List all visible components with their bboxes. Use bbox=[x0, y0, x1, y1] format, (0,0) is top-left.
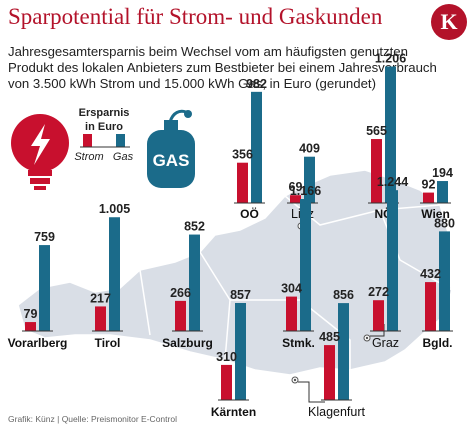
bar-gas bbox=[338, 303, 349, 400]
value-label-strom: 69 bbox=[289, 180, 303, 194]
value-label-gas: 880 bbox=[434, 216, 455, 230]
category-label: Graz bbox=[372, 336, 399, 350]
bar-gas bbox=[235, 302, 246, 400]
bar-strom bbox=[95, 306, 106, 331]
bar-group: 485 856 Klagenfurt bbox=[308, 288, 366, 419]
page-title: Sparpotential für Strom- und Gaskunden bbox=[8, 4, 383, 29]
bar-group: 356 982 OÖ bbox=[232, 77, 267, 221]
bar-group: 304 1.166 Stmk. bbox=[281, 184, 321, 350]
bar-strom bbox=[373, 300, 384, 331]
bar-gas bbox=[439, 231, 450, 331]
bar-gas bbox=[189, 234, 200, 331]
state-border bbox=[379, 209, 453, 291]
value-label-gas: 1.005 bbox=[99, 202, 130, 216]
bar-group: 217 1.005 Tirol bbox=[90, 202, 130, 350]
value-label-gas: 409 bbox=[299, 142, 320, 156]
bar-group: 310 857 Kärnten bbox=[211, 288, 256, 419]
value-label-gas: 194 bbox=[432, 166, 453, 180]
value-label-strom: 485 bbox=[319, 330, 340, 344]
value-label-gas: 1.206 bbox=[375, 51, 406, 65]
category-label: Tirol bbox=[95, 336, 121, 350]
lightning-bulb-icon bbox=[11, 114, 69, 190]
value-label-strom: 266 bbox=[170, 286, 191, 300]
category-label: Bgld. bbox=[423, 336, 453, 350]
bar-strom bbox=[324, 345, 335, 400]
value-label-gas: 1.166 bbox=[290, 184, 321, 198]
value-label-strom: 79 bbox=[24, 307, 38, 321]
bar-gas bbox=[387, 190, 398, 331]
legend-swatch-strom bbox=[83, 134, 92, 147]
value-label-gas: 852 bbox=[184, 220, 205, 234]
value-label-gas: 1.244 bbox=[377, 175, 408, 189]
bar-group: 432 880 Bgld. bbox=[420, 216, 455, 350]
bar-gas bbox=[304, 156, 315, 203]
value-label-strom: 304 bbox=[281, 282, 302, 296]
bar-groups: 356982OÖ69409Linz5651.206NÖ92194Wien7975… bbox=[8, 51, 455, 419]
value-label-gas: 759 bbox=[34, 230, 55, 244]
bar-gas bbox=[300, 199, 311, 331]
bar-gas bbox=[251, 91, 262, 203]
value-label-gas: 857 bbox=[230, 288, 251, 302]
bar-strom bbox=[25, 322, 36, 331]
value-label-strom: 356 bbox=[232, 148, 253, 162]
legend-title-1: Ersparnis bbox=[79, 107, 130, 119]
state-border bbox=[230, 299, 351, 370]
bar-strom bbox=[286, 296, 297, 331]
value-label-strom: 272 bbox=[368, 285, 389, 299]
value-label-strom: 92 bbox=[422, 178, 436, 192]
bar-gas bbox=[385, 66, 396, 203]
value-label-strom: 565 bbox=[366, 124, 387, 138]
bar-group: 266 852 Salzburg bbox=[162, 220, 213, 350]
category-label: Salzburg bbox=[162, 336, 213, 350]
bar-group: 79 759 Vorarlberg bbox=[8, 230, 68, 350]
category-label: Stmk. bbox=[282, 336, 315, 350]
legend-strom-label: Strom bbox=[74, 151, 103, 163]
legend-swatch-gas bbox=[116, 134, 125, 147]
category-label: OÖ bbox=[240, 206, 259, 221]
bar-strom bbox=[371, 139, 382, 203]
legend-gas-label: Gas bbox=[113, 151, 134, 163]
gas-icon-label: GAS bbox=[153, 151, 190, 170]
category-label: Kärnten bbox=[211, 405, 256, 419]
value-label-strom: 310 bbox=[216, 350, 237, 364]
bar-gas bbox=[109, 217, 120, 331]
value-label-strom: 432 bbox=[420, 267, 441, 281]
bar-strom bbox=[290, 195, 301, 203]
value-label-gas: 856 bbox=[333, 288, 354, 302]
city-marker-klagenfurt bbox=[291, 376, 325, 403]
gas-cylinder-icon: GAS bbox=[147, 109, 195, 188]
legend-title-2: in Euro bbox=[85, 121, 123, 133]
category-label: Wien bbox=[421, 207, 450, 221]
category-label: Klagenfurt bbox=[308, 405, 366, 419]
bar-strom bbox=[425, 282, 436, 331]
category-label: Vorarlberg bbox=[8, 336, 68, 350]
bar-strom bbox=[221, 364, 232, 400]
bar-strom bbox=[423, 192, 434, 203]
subtitle: Jahresgesamtersparnis beim Wechsel vom a… bbox=[8, 44, 437, 91]
bar-group: 272 1.244 Graz bbox=[368, 175, 408, 350]
bar-gas bbox=[437, 181, 448, 203]
state-border bbox=[139, 269, 151, 336]
legend: Ersparnis in Euro Strom Gas bbox=[74, 107, 133, 163]
value-label-strom: 217 bbox=[90, 291, 111, 305]
bar-strom bbox=[237, 162, 248, 203]
bar-strom bbox=[175, 300, 186, 331]
value-label-gas: 982 bbox=[246, 77, 267, 91]
source-note: Grafik: Künz | Quelle: Preismonitor E-Co… bbox=[8, 414, 177, 424]
bar-gas bbox=[39, 245, 50, 331]
brand-logo: K bbox=[431, 4, 467, 40]
